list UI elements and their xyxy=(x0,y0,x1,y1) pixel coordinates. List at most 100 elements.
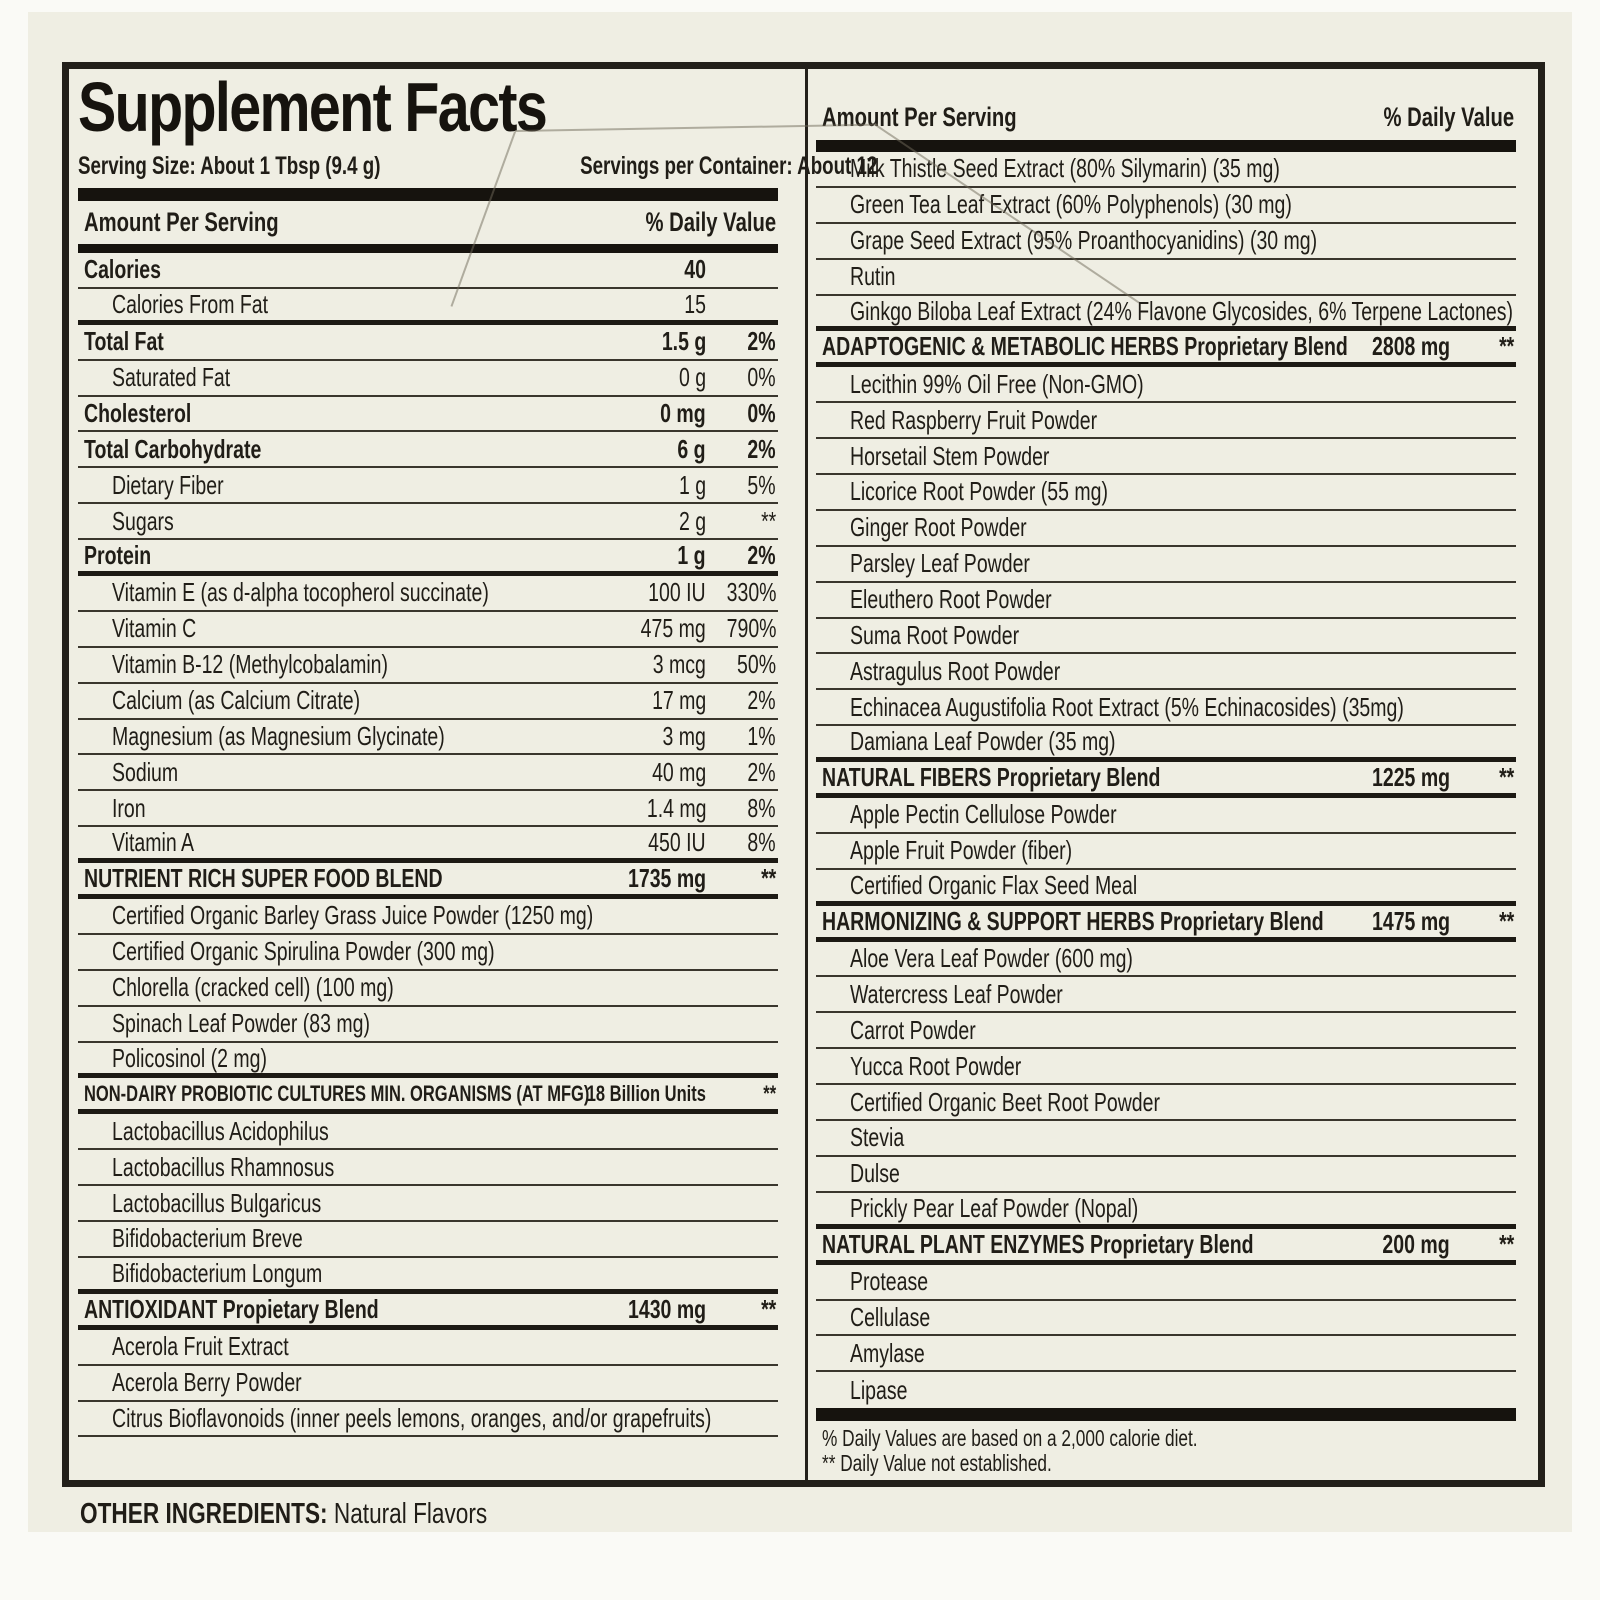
ingredient-name: Cellulase xyxy=(816,1302,1450,1333)
daily-value: 2% xyxy=(706,685,778,716)
ingredient-name-text: Grape Seed Extract (95% Proanthocyanidin… xyxy=(850,225,1318,256)
ingredient-name-text: Rutin xyxy=(850,261,896,292)
page-title: Supplement Facts xyxy=(78,68,548,146)
daily-value xyxy=(1450,1193,1516,1224)
daily-value: ** xyxy=(1450,762,1516,793)
amount-value-text: 1430 mg xyxy=(627,1293,706,1324)
nutrient-row: Damiana Leaf Powder (35 mg) xyxy=(816,726,1516,763)
amount-per-serving-header: Amount Per Serving xyxy=(84,206,279,237)
column-header-row: Amount Per Serving % Daily Value xyxy=(78,207,778,237)
nutrient-row: Spinach Leaf Powder (83 mg) xyxy=(78,1007,778,1043)
ingredient-name-text: Calcium (as Calcium Citrate) xyxy=(112,685,361,716)
nutrient-row: Calories 40 xyxy=(78,253,778,289)
amount-value-text: 1 g xyxy=(678,469,706,500)
ingredient-name: NUTRIENT RICH SUPER FOOD BLEND xyxy=(78,863,602,894)
nutrient-row: Acerola Berry Powder xyxy=(78,1366,778,1402)
nutrient-row: Bifidobacterium Longum xyxy=(78,1258,778,1294)
ingredient-name: Eleuthero Root Powder xyxy=(816,584,1450,615)
amount-value-text: 2 g xyxy=(678,505,706,536)
daily-value xyxy=(1450,692,1516,723)
amount-value: 18 Billion Units xyxy=(547,1081,706,1107)
daily-value-text: 2% xyxy=(747,540,776,571)
ingredient-name-text: Certified Organic Spirulina Powder (300 … xyxy=(112,936,495,967)
daily-value-text: 330% xyxy=(726,577,776,608)
ingredient-name-text: Vitamin A xyxy=(112,827,195,858)
nutrient-row: Stevia xyxy=(816,1121,1516,1157)
amount-value-text: 450 IU xyxy=(648,827,706,858)
ingredient-name-text: Calories From Fat xyxy=(112,288,269,319)
ingredient-name-text: Acerola Fruit Extract xyxy=(112,1331,289,1362)
ingredient-name-text: Total Carbohydrate xyxy=(84,433,262,464)
daily-value xyxy=(1450,1338,1516,1369)
nutrient-row: Certified Organic Barley Grass Juice Pow… xyxy=(78,899,778,935)
ingredient-name: HARMONIZING & SUPPORT HERBS Proprietary … xyxy=(816,906,1346,937)
ingredient-name: Stevia xyxy=(816,1122,1450,1153)
daily-value xyxy=(706,972,778,1003)
amount-value-text: 1475 mg xyxy=(1371,905,1450,936)
nutrient-row: Dulse xyxy=(816,1157,1516,1193)
nutrient-row: Echinacea Augustifolia Root Extract (5% … xyxy=(816,690,1516,727)
ingredient-name-text: Vitamin E (as d-alpha tocopherol succina… xyxy=(112,577,489,608)
daily-value xyxy=(706,936,778,967)
ingredient-name-text: Apple Fruit Powder (fiber) xyxy=(850,835,1073,866)
ingredient-name: NATURAL PLANT ENZYMES Proprietary Blend xyxy=(816,1229,1360,1260)
daily-value xyxy=(706,1258,778,1289)
nutrient-row: Prickly Pear Leaf Powder (Nopal) xyxy=(816,1193,1516,1229)
section-header-row: NATURAL PLANT ENZYMES Proprietary Blend 2… xyxy=(816,1229,1516,1265)
nutrient-row: Lactobacillus Bulgaricus xyxy=(78,1186,778,1223)
ingredient-name-text: Certified Organic Barley Grass Juice Pow… xyxy=(112,900,594,931)
ingredient-name-text: Parsley Leaf Powder xyxy=(850,548,1030,579)
daily-value-text: 1% xyxy=(747,721,776,752)
other-ingredients-row: OTHER INGREDIENTS: Natural Flavors xyxy=(80,1498,602,1531)
daily-value xyxy=(1450,656,1516,687)
ingredient-name: Lactobacillus Rhamnosus xyxy=(78,1152,706,1183)
serving-size-text: Serving Size: About 1 Tbsp (9.4 g) xyxy=(78,151,381,180)
daily-value-text: ** xyxy=(763,1080,776,1106)
daily-value-text: ** xyxy=(1498,331,1514,362)
daily-value xyxy=(1450,405,1516,436)
ingredient-name: ADAPTOGENIC & METABOLIC HERBS Proprietar… xyxy=(816,331,1348,362)
ingredient-name: Red Raspberry Fruit Powder xyxy=(816,405,1450,436)
daily-value xyxy=(1450,620,1516,651)
ingredient-name-text: Apple Pectin Cellulose Powder xyxy=(850,799,1117,830)
right-panel: Amount Per Serving % Daily Value Milk Th… xyxy=(816,69,1516,1476)
amount-value-text: 0 mg xyxy=(660,398,706,428)
ingredient-name-text: Citrus Bioflavonoids (inner peels lemons… xyxy=(112,1402,712,1433)
section-header-row: HARMONIZING & SUPPORT HERBS Proprietary … xyxy=(816,906,1516,942)
amount-value: 1475 mg xyxy=(1346,906,1450,937)
ingredient-name: Saturated Fat xyxy=(78,362,670,393)
nutrient-row: Acerola Fruit Extract xyxy=(78,1330,778,1366)
ingredient-name-text: Bifidobacterium Longum xyxy=(112,1257,323,1288)
ingredient-name-text: Calories xyxy=(84,254,161,285)
nutrient-row: Astragulus Root Powder xyxy=(816,654,1516,691)
amount-value: 1.5 g xyxy=(647,326,706,357)
ingredient-name: Ginkgo Biloba Leaf Extract (24% Flavone … xyxy=(816,296,1513,327)
servings-per-container-text: Servings per Container: About 12 xyxy=(580,151,878,180)
ingredient-name: Total Fat xyxy=(78,326,647,357)
daily-value: 2% xyxy=(706,434,778,465)
nutrient-row: Magnesium (as Magnesium Glycinate) 3 mg 1% xyxy=(78,720,778,756)
footnote-line: ** Daily Value not established. xyxy=(816,1451,1516,1476)
ingredient-name-text: ADAPTOGENIC & METABOLIC HERBS Proprietar… xyxy=(822,331,1348,362)
amount-value-text: 6 g xyxy=(677,433,706,464)
daily-value xyxy=(1450,870,1516,901)
ingredient-name-text: Horsetail Stem Powder xyxy=(850,440,1050,471)
amount-value: 3 mcg xyxy=(635,649,706,680)
nutrient-row: Vitamin E (as d-alpha tocopherol succina… xyxy=(78,576,778,612)
ingredient-name-text: Eleuthero Root Powder xyxy=(850,584,1052,615)
daily-value-text: 5% xyxy=(747,469,776,500)
daily-value: ** xyxy=(706,1081,778,1107)
nutrient-row: Rutin xyxy=(816,260,1516,296)
daily-value-text: 2% xyxy=(747,326,776,357)
amount-value-text: 0 g xyxy=(678,362,706,393)
ingredient-name-text: Lactobacillus Acidophilus xyxy=(112,1115,329,1146)
daily-value xyxy=(1450,225,1516,256)
daily-value: 0% xyxy=(706,362,778,393)
ingredient-name-text: Red Raspberry Fruit Powder xyxy=(850,404,1098,435)
ingredient-name: Apple Pectin Cellulose Powder xyxy=(816,799,1450,830)
ingredient-name-text: Cellulase xyxy=(850,1301,931,1332)
daily-value: 1% xyxy=(706,721,778,752)
ingredient-name: Astragulus Root Powder xyxy=(816,656,1450,687)
daily-value xyxy=(706,1116,778,1147)
daily-value: 50% xyxy=(706,649,778,680)
